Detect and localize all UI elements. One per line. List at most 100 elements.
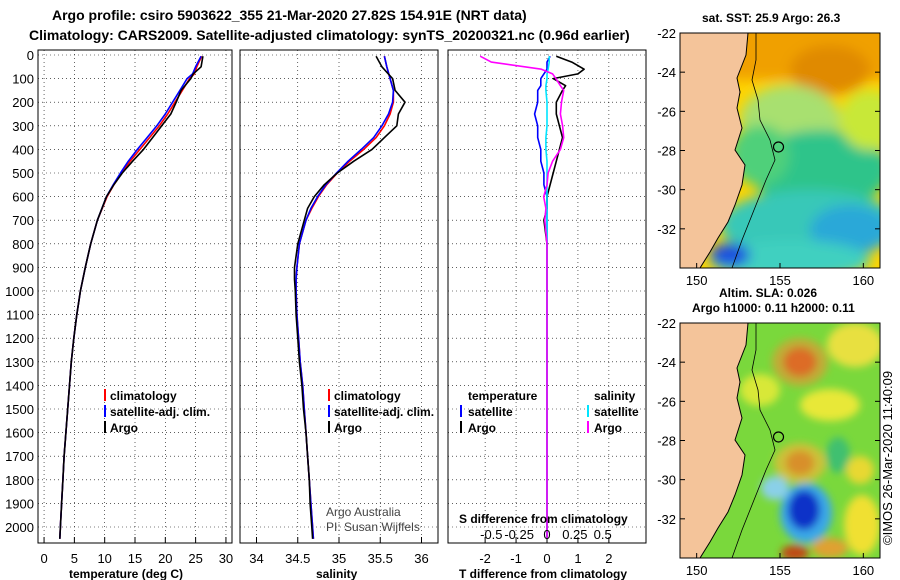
depth-tick-label: 1500 [5,402,34,417]
lat-tick-label: -30 [657,183,676,198]
sla-map: Altim. SLA: 0.026 Argo h1000: 0.11 h2000… [657,286,881,578]
land-mass [680,33,748,268]
legend-climatology: climatology [110,389,177,403]
depth-tick-label: 900 [12,260,34,275]
s-difference-ticks: -0.5 -0.25 0 0.25 0.5 [480,527,612,542]
t-difference-ticks: -2 -1 0 1 2 [479,551,612,566]
legend-argo: Argo [110,421,138,435]
salinity-series [293,55,406,539]
sst-map-title: sat. SST: 25.9 Argo: 26.3 [702,11,841,25]
depth-tick-label: 500 [12,166,34,181]
depth-tick-label: 1700 [5,449,34,464]
x-tick-label: 30 [219,551,233,566]
sla-map-title: Altim. SLA: 0.026 [719,286,817,300]
s-tick-label: 0.5 [594,527,612,542]
depth-tick-label: 1900 [5,496,34,511]
sla-map-lon-ticks: 150 155 160 [686,553,874,578]
lat-tick-label: -22 [657,316,676,331]
header-climatology: Climatology: CARS2009. Satellite-adjuste… [29,27,630,43]
x-tick-label: 20 [158,551,172,566]
lat-tick-label: -28 [657,144,676,159]
legend-header-temperature: temperature [468,389,538,403]
s-tick-label: -0.25 [504,527,534,542]
sla-map-subtitle: Argo h1000: 0.11 h2000: 0.11 [692,301,855,315]
isobath [731,323,776,558]
depth-tick-label: 1100 [6,308,34,323]
x-tick-label: 10 [97,551,111,566]
depth-tick-label: 1600 [5,426,34,441]
x-tick-label: 25 [188,551,202,566]
legend-argo: Argo [334,421,362,435]
salinity-xlabel: salinity [316,567,358,580]
difference-xlabel: T difference from climatology [459,567,627,580]
x-tick-label: 2 [605,551,612,566]
legend-climatology: climatology [334,389,401,403]
difference-grid [448,50,646,543]
difference-legend: temperature salinity satellite Argo sate… [460,389,639,435]
legend-header-salinity: salinity [594,389,636,403]
depth-tick-label: 0 [27,48,34,63]
s-tick-label: -0.5 [480,527,502,542]
depth-tick-label: 1300 [5,355,34,370]
lat-tick-label: -22 [657,26,676,41]
x-tick-label: 0 [543,551,550,566]
depth-tick-label: 1400 [5,378,34,393]
depth-tick-label: 700 [12,213,34,228]
credit-argo-australia: Argo Australia [326,505,401,519]
temperature-frame [37,49,233,544]
difference-panel: temperature salinity satellite Argo sate… [447,49,647,580]
x-tick-label: 1 [574,551,581,566]
depth-tick-label: 1800 [5,473,34,488]
lon-tick-label: 150 [686,273,708,288]
land-mass [680,323,748,558]
s-tick-label: 0.25 [562,527,587,542]
float-position-marker [772,431,785,443]
lat-tick-label: -24 [657,355,676,370]
legend-s-argo: Argo [594,421,622,435]
depth-tick-label: 200 [12,95,34,110]
lat-tick-label: -26 [657,394,676,409]
depth-tick-label: 800 [12,237,34,252]
lat-tick-label: -28 [657,434,676,449]
series-argo [59,56,204,539]
depth-tick-label: 1200 [5,331,34,346]
header-title: Argo profile: csiro 5903622_355 21-Mar-2… [52,7,527,23]
legend-s-satellite: satellite [594,405,639,419]
x-tick-label: 36 [414,551,428,566]
lon-tick-label: 160 [852,273,874,288]
temperature-series [59,55,204,539]
s-difference-label: S difference from climatology [459,512,628,526]
temperature-panel: 0 5 10 15 20 25 30 temperature (deg C) climato… [37,49,233,580]
depth-tick-label: 400 [12,142,34,157]
x-tick-label: 0 [40,551,47,566]
x-tick-label: 35 [332,551,346,566]
salinity-legend: climatology satellite-adj. clim. Argo [328,389,434,435]
float-position-marker [772,141,785,153]
temperature-grid [38,50,232,543]
sla-map-lat-ticks: -22 -24 -26 -28 -30 -32 [657,316,880,527]
salinity-x-ticks: 34 34.5 35 35.5 36 [249,551,428,566]
depth-tick-label: 300 [12,119,34,134]
depth-tick-label: 1000 [5,284,34,299]
lat-tick-label: -32 [657,512,676,527]
sst-map-lat-ticks: -22 -24 -26 -28 -30 -32 [657,26,880,237]
series-argo [293,55,406,539]
difference-series [479,55,585,539]
credit-pi: PI: Susan Wijffels [326,520,420,534]
x-tick-label: 35.5 [368,551,393,566]
lat-tick-label: -32 [657,222,676,237]
lon-tick-label: 150 [686,563,708,578]
depth-tick-label: 100 [12,72,34,87]
s-tick-label: 0 [543,527,550,542]
temperature-legend: climatology satellite-adj. clim. Argo [104,389,210,435]
legend-satellite-adj: satellite-adj. clim. [334,405,434,419]
legend-t-argo: Argo [468,421,496,435]
x-tick-label: 34.5 [285,551,310,566]
temperature-x-ticks: 0 5 10 15 20 25 30 [40,551,233,566]
sst-map: sat. SST: 25.9 Argo: 26.3 -22 -24 -26 -28 -3… [657,11,881,288]
lon-tick-label: 160 [852,563,874,578]
salinity-frame [239,49,439,544]
depth-tick-label: 600 [12,190,34,205]
lon-tick-label: 155 [769,563,791,578]
